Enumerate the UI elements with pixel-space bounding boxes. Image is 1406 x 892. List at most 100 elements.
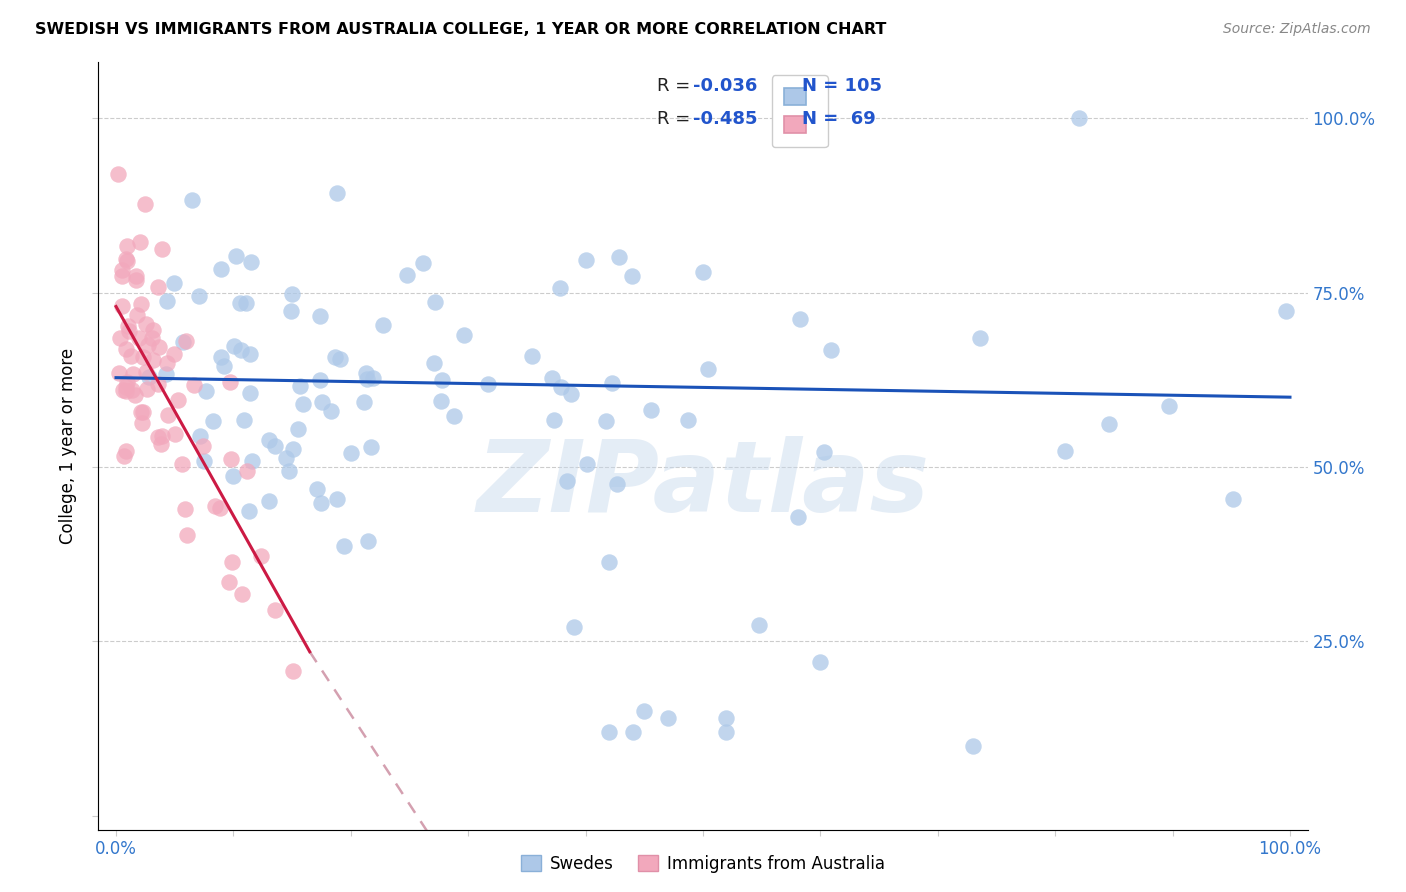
Point: [156, 356, 179, 370]
Point: [115, 444, 138, 458]
Point: [1222, 491, 1244, 506]
Point: [163, 346, 186, 360]
Point: [132, 404, 155, 418]
Point: [962, 739, 984, 753]
Point: [1067, 112, 1090, 126]
Point: [132, 350, 155, 364]
Point: [281, 665, 304, 679]
Point: [606, 477, 628, 491]
Point: [111, 269, 134, 284]
Point: [238, 504, 260, 518]
Point: [112, 449, 135, 463]
Point: [356, 372, 378, 386]
Point: [422, 355, 444, 369]
Point: [122, 367, 145, 381]
Point: [125, 268, 148, 283]
Point: [229, 343, 252, 358]
Point: [443, 409, 465, 424]
Point: [969, 331, 991, 345]
Point: [555, 475, 578, 489]
Point: [134, 197, 156, 211]
Point: [257, 493, 280, 508]
Point: [129, 235, 152, 250]
Point: [787, 509, 810, 524]
Point: [142, 353, 165, 368]
Point: [595, 414, 617, 428]
Point: [135, 317, 157, 331]
Point: [543, 413, 565, 427]
Point: [115, 238, 138, 252]
Point: [209, 501, 232, 516]
Point: [373, 318, 395, 333]
Point: [600, 376, 623, 391]
Point: [142, 322, 165, 336]
Point: [146, 280, 169, 294]
Point: [412, 256, 434, 270]
Point: [174, 334, 197, 349]
Y-axis label: College, 1 year or more: College, 1 year or more: [59, 348, 77, 544]
Text: N = 105: N = 105: [803, 77, 882, 95]
Point: [309, 496, 332, 510]
Text: R =: R =: [657, 110, 696, 128]
Point: [204, 499, 226, 513]
Point: [209, 350, 232, 364]
Point: [429, 393, 451, 408]
Point: [188, 289, 211, 303]
Point: [111, 299, 134, 313]
Point: [239, 386, 262, 401]
Point: [453, 327, 475, 342]
Point: [257, 433, 280, 447]
Point: [808, 655, 831, 669]
Point: [716, 711, 738, 725]
Point: [357, 534, 380, 549]
Point: [229, 295, 252, 310]
Point: [195, 384, 218, 399]
Point: [309, 373, 332, 387]
Point: [183, 377, 205, 392]
Point: [574, 253, 596, 268]
Point: [136, 338, 159, 352]
Point: [111, 262, 134, 277]
Point: [108, 331, 131, 345]
Point: [789, 312, 811, 326]
Point: [115, 342, 138, 356]
Point: [321, 403, 343, 417]
Point: [326, 491, 349, 506]
Point: [174, 502, 197, 516]
Point: [146, 430, 169, 444]
Point: [274, 450, 297, 465]
Text: N =  69: N = 69: [803, 110, 876, 128]
Point: [163, 276, 186, 290]
Point: [560, 387, 582, 401]
Point: [598, 555, 620, 569]
Point: [231, 587, 253, 601]
Point: [562, 620, 585, 634]
Point: [222, 468, 245, 483]
Point: [820, 343, 842, 357]
Point: [239, 255, 262, 269]
Point: [333, 539, 356, 553]
Point: [163, 426, 186, 441]
Point: [309, 309, 332, 323]
Text: -0.036: -0.036: [693, 77, 758, 95]
Point: [191, 439, 214, 453]
Point: [1098, 417, 1121, 432]
Point: [326, 186, 349, 201]
Point: [598, 725, 620, 739]
Point: [157, 408, 180, 422]
Point: [239, 347, 262, 361]
Point: [696, 362, 718, 376]
Point: [307, 482, 329, 496]
Point: [129, 297, 152, 311]
Point: [112, 383, 135, 397]
Point: [150, 428, 173, 442]
Point: [323, 350, 346, 364]
Point: [633, 704, 655, 718]
Point: [155, 368, 177, 382]
Point: [131, 416, 153, 430]
Point: [361, 371, 384, 385]
Point: [748, 618, 770, 632]
Point: [1053, 443, 1076, 458]
Point: [541, 371, 564, 385]
Point: [176, 528, 198, 542]
